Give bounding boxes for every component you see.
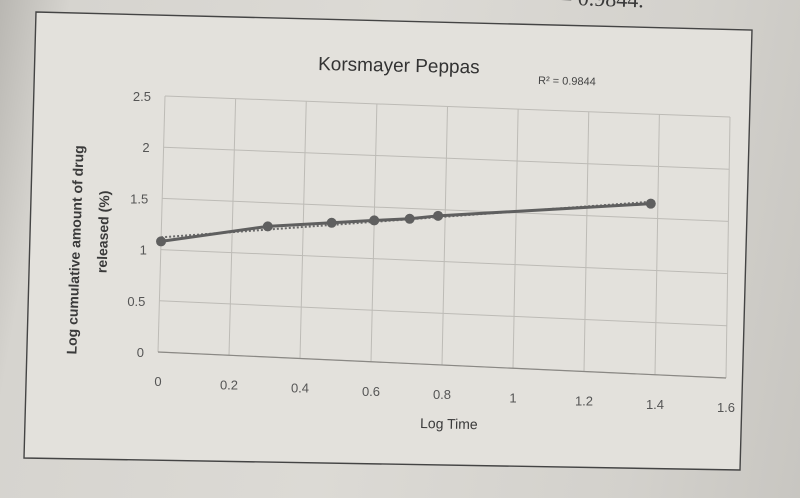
grid-line-vertical xyxy=(299,101,307,359)
grid-line-vertical xyxy=(583,111,590,372)
grid-line-horizontal xyxy=(164,95,731,118)
tick-labels: 0 0.2 0.4 0.6 0.8 1 1.2 1.4 1.6 0 0.5 1 1.5 2 2.5 xyxy=(127,89,735,415)
data-point-marker xyxy=(326,217,337,228)
y-tick-label: 0 xyxy=(137,345,144,360)
grid-line-horizontal xyxy=(162,197,729,222)
y-tick-label: 1 xyxy=(140,243,147,258)
x-tick-label: 1.2 xyxy=(575,394,593,409)
x-tick-label: 0.4 xyxy=(291,381,309,396)
x-tick-label: 1 xyxy=(509,390,516,405)
x-tick-label: 0.6 xyxy=(362,384,380,399)
x-tick-label: 0.2 xyxy=(220,377,238,392)
data-series xyxy=(156,198,656,247)
grid-line-vertical xyxy=(654,114,660,375)
data-point-marker xyxy=(433,210,444,221)
data-point-marker xyxy=(262,221,273,232)
grid-line-horizontal xyxy=(163,146,730,170)
x-tick-label: 1.4 xyxy=(646,397,664,412)
x-tick-label: 1.6 xyxy=(717,400,735,415)
data-point-marker xyxy=(645,198,656,209)
y-tick-label: 2 xyxy=(142,140,149,155)
chart-frame xyxy=(23,11,753,471)
y-axis-label-line-1: Log cumulative amount of drug xyxy=(63,145,86,355)
grid-line-vertical xyxy=(370,103,378,362)
data-point-marker xyxy=(369,215,380,226)
grid-line-vertical xyxy=(228,98,237,356)
data-point-marker xyxy=(156,236,167,247)
chart-title: Korsmayer Peppas xyxy=(318,54,480,78)
y-tick-label: 1.5 xyxy=(130,191,148,206)
grid-line-vertical xyxy=(725,116,731,379)
y-tick-label: 2.5 xyxy=(133,89,151,104)
x-tick-label: 0.8 xyxy=(433,387,451,402)
grid-line-horizontal xyxy=(160,249,728,275)
grid-line-horizontal xyxy=(159,300,727,327)
x-tick-label: 0 xyxy=(154,374,161,389)
x-axis-label: Log Time xyxy=(420,415,478,432)
data-point-marker xyxy=(404,213,415,224)
y-tick-label: 0.5 xyxy=(127,294,145,309)
r-squared-annotation: R² = 0.9844 xyxy=(538,75,596,88)
grid-line-vertical xyxy=(441,106,448,366)
x-axis-line xyxy=(157,351,727,379)
grid-line-vertical xyxy=(512,109,519,369)
grid-lines xyxy=(157,95,731,379)
y-axis-label-line-2: released (%) xyxy=(94,190,113,273)
grid-line-vertical xyxy=(157,95,166,353)
